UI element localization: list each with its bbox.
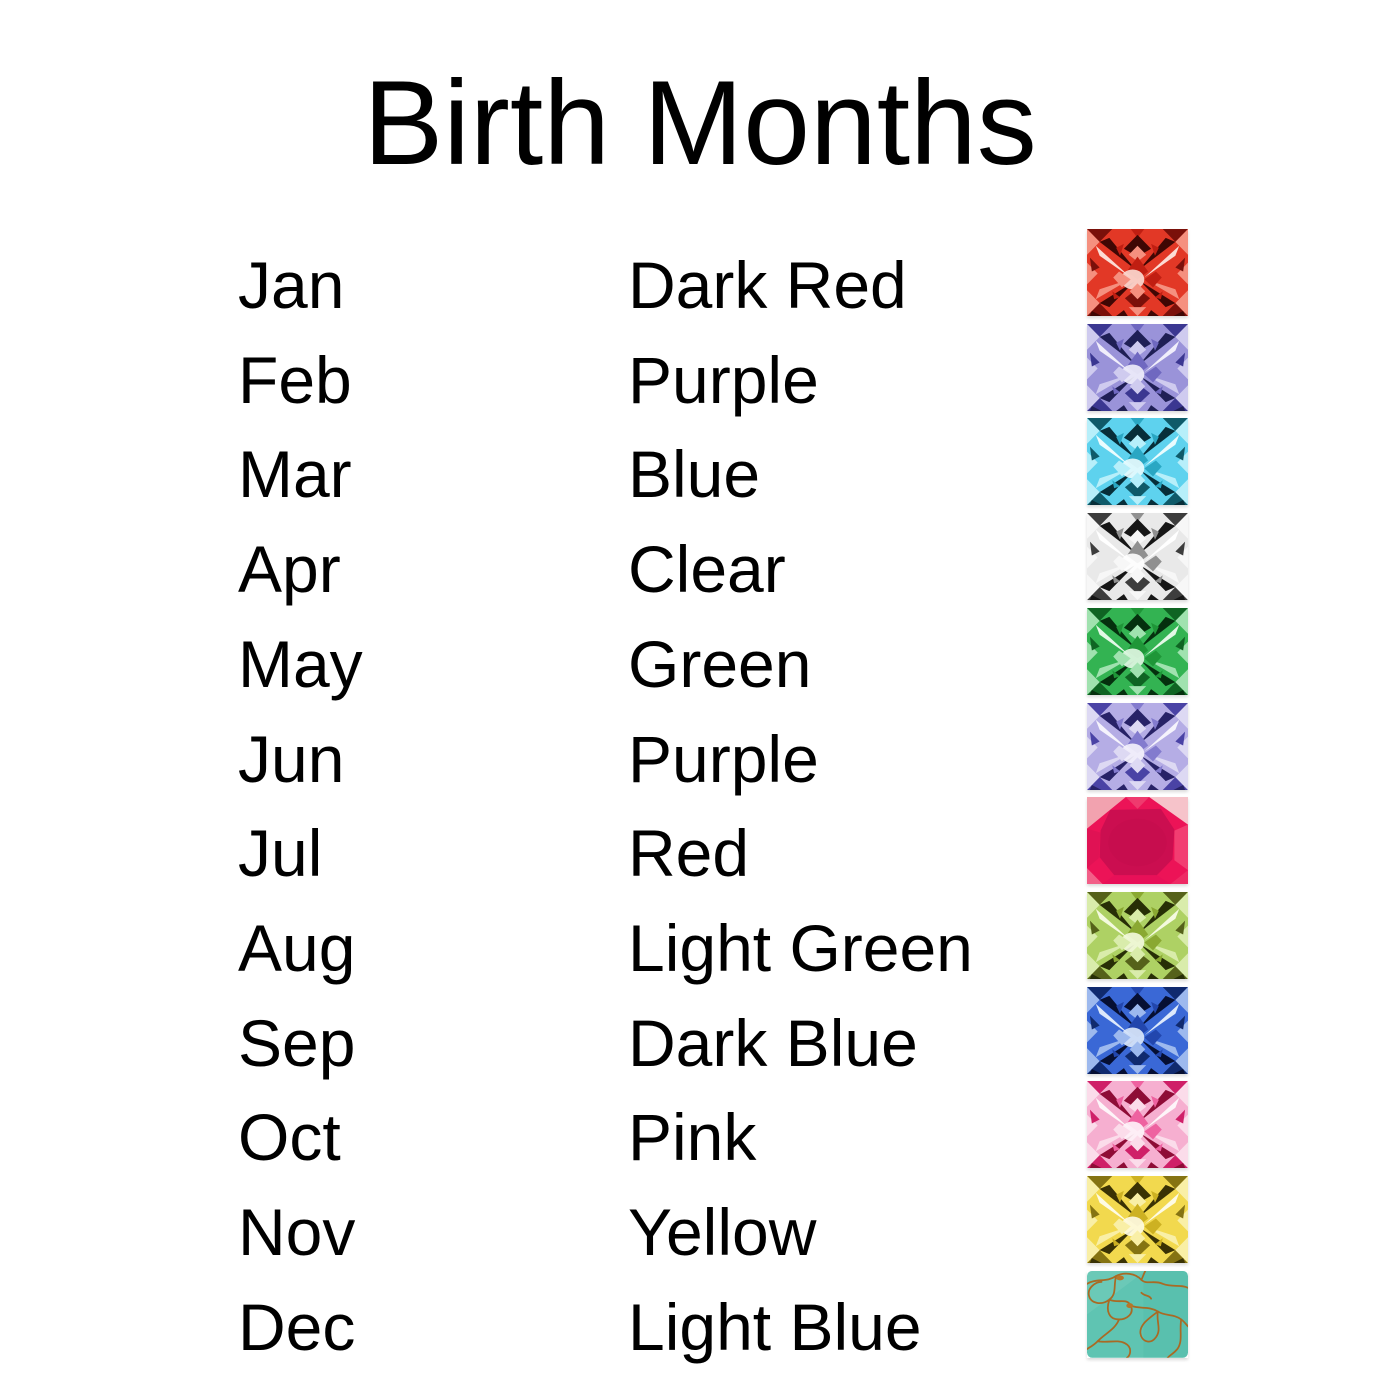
row-sep: Sep Dark Blue	[0, 1010, 1400, 1080]
color-label: Light Blue	[628, 1289, 922, 1364]
row-dec: Dec Light Blue	[0, 1294, 1400, 1364]
month-label: Aug	[238, 910, 356, 985]
month-label: Nov	[238, 1195, 356, 1269]
color-label: Clear	[628, 532, 786, 607]
month-label: Sep	[238, 1005, 356, 1080]
gem-image-pink	[1087, 1081, 1188, 1169]
month-label: Apr	[238, 532, 341, 607]
month-label: Jan	[238, 248, 345, 322]
color-label: Purple	[628, 342, 819, 417]
month-label: May	[238, 626, 363, 701]
gem-image-purple	[1087, 323, 1188, 411]
color-label: Light Green	[628, 910, 973, 985]
row-mar: Mar Blue	[0, 441, 1400, 511]
gem-image-blue	[1087, 418, 1188, 506]
gem-image-light-green	[1087, 891, 1188, 979]
row-feb: Feb Purple	[0, 347, 1400, 417]
color-label: Dark Red	[628, 248, 907, 322]
gem-image-dark-blue	[1087, 986, 1188, 1074]
row-jan: Jan Dark Red	[0, 252, 1400, 322]
gem-image-clear	[1087, 513, 1188, 601]
row-may: May Green	[0, 631, 1400, 701]
row-nov: Nov Yellow	[0, 1199, 1400, 1269]
color-label: Pink	[628, 1100, 757, 1175]
month-label: Jul	[238, 816, 323, 891]
gem-image-light-blue-turquoise	[1087, 1271, 1188, 1358]
gem-image-green	[1087, 607, 1188, 695]
page-title: Birth Months	[363, 56, 1037, 190]
color-label: Yellow	[628, 1195, 817, 1269]
gem-image-red-ruby	[1087, 797, 1188, 885]
gem-image-light-purple	[1087, 702, 1188, 790]
color-label: Red	[628, 816, 750, 891]
month-label: Jun	[238, 721, 345, 796]
color-label: Green	[628, 626, 812, 701]
row-aug: Aug Light Green	[0, 915, 1400, 985]
row-apr: Apr Clear	[0, 536, 1400, 606]
row-oct: Oct Pink	[0, 1104, 1400, 1174]
color-label: Dark Blue	[628, 1005, 918, 1080]
row-jul: Jul Red	[0, 820, 1400, 890]
month-label: Feb	[238, 342, 352, 417]
month-label: Mar	[238, 437, 352, 512]
color-label: Purple	[628, 721, 819, 796]
month-label: Dec	[238, 1289, 356, 1364]
gem-image-yellow	[1087, 1176, 1188, 1263]
color-label: Blue	[628, 437, 761, 512]
row-jun: Jun Purple	[0, 726, 1400, 796]
month-label: Oct	[238, 1100, 341, 1175]
gem-image-dark-red	[1087, 229, 1188, 316]
